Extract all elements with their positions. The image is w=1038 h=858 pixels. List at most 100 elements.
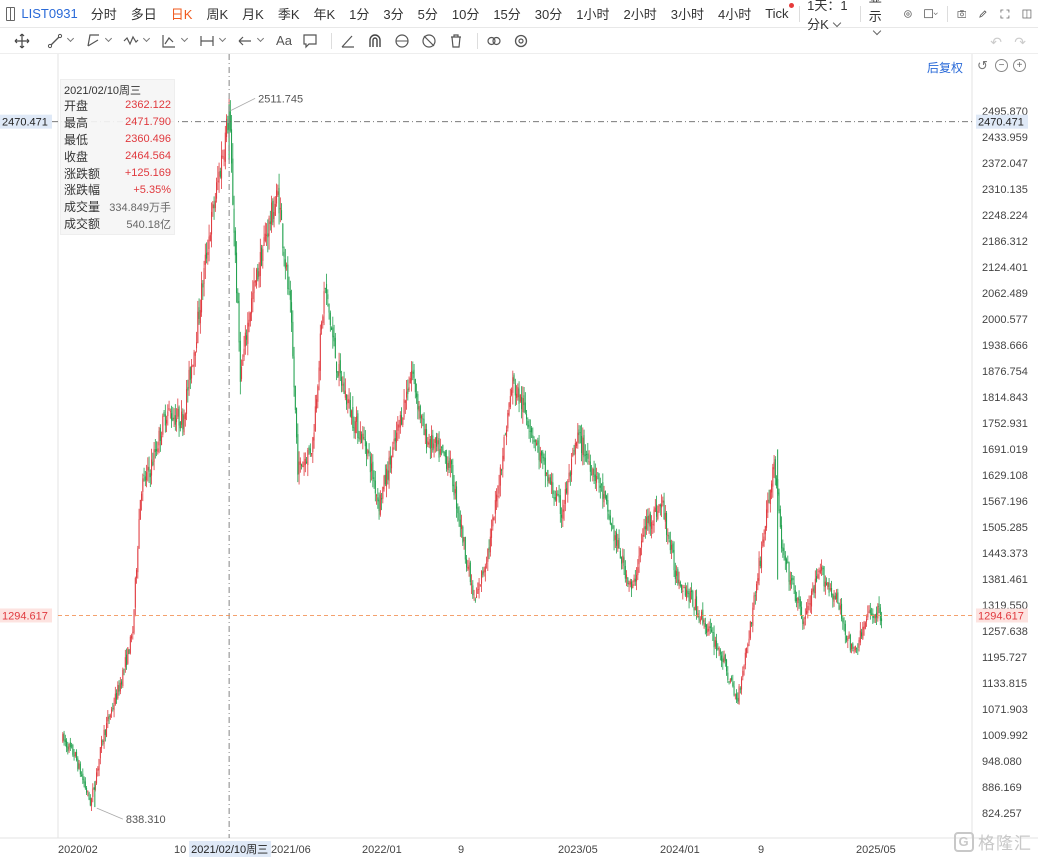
period-tab-4[interactable]: 月K [242, 7, 264, 22]
chevron-down-icon[interactable] [142, 34, 151, 43]
period-tab-15[interactable]: 3小时 [670, 7, 704, 22]
period-tab-6[interactable]: 年K [313, 7, 336, 22]
period-tab-13[interactable]: 1小时 [576, 7, 610, 22]
candle-body [357, 413, 359, 438]
candle-body [743, 665, 745, 669]
period-tab-8[interactable]: 3分 [383, 7, 404, 22]
candle-body [387, 470, 389, 480]
move-icon[interactable] [14, 33, 30, 49]
candle-body [327, 294, 329, 300]
period-tab-12[interactable]: 30分 [534, 7, 563, 22]
candle-body [102, 740, 104, 742]
candle-body [442, 444, 444, 452]
text-icon[interactable]: Aa [276, 33, 292, 48]
candle-body [477, 589, 479, 594]
y-tick-label: 824.257 [982, 808, 1022, 820]
redo-icon[interactable]: ↷ [1014, 34, 1026, 50]
note-icon[interactable] [302, 33, 318, 49]
sidebar-toggle-icon[interactable] [6, 6, 16, 21]
chevron-down-icon[interactable] [218, 34, 227, 43]
eye-icon[interactable] [486, 33, 502, 49]
wave-icon[interactable] [123, 33, 139, 49]
candle-body [461, 524, 463, 529]
settings-icon[interactable] [513, 33, 529, 49]
candle-body [644, 526, 646, 530]
candle-body [447, 462, 449, 471]
ray-icon[interactable] [85, 33, 101, 49]
candle-body [81, 775, 83, 776]
period-tab-9[interactable]: 5分 [417, 7, 438, 22]
candle-body [814, 578, 816, 594]
candle-body [239, 340, 241, 382]
display-menu[interactable]: 显示 [864, 0, 897, 40]
pencil-icon[interactable] [978, 6, 988, 22]
candle-body [567, 480, 569, 495]
candle-body [844, 623, 846, 635]
period-tab-14[interactable]: 2小时 [623, 7, 657, 22]
candle-body [263, 237, 265, 246]
hide-icon[interactable] [421, 33, 437, 49]
period-tab-0[interactable]: 分时 [90, 7, 117, 22]
undo-icon[interactable]: ↶ [990, 34, 1002, 50]
period-tab-10[interactable]: 10分 [451, 7, 480, 22]
period-tab-17[interactable]: Tick [758, 3, 795, 21]
settings-icon[interactable] [903, 6, 913, 22]
angle-icon[interactable] [340, 33, 356, 49]
candle-body [509, 396, 511, 407]
candle-body [386, 468, 388, 487]
candlestick-chart[interactable]: 2495.8702433.9592372.0472310.1352248.224… [0, 54, 1038, 858]
period-tab-16[interactable]: 4小时 [717, 7, 752, 22]
y-tick-label: 1938.666 [982, 340, 1028, 352]
candle-body [107, 717, 109, 722]
candle-body [503, 437, 505, 460]
candle-body [394, 438, 396, 442]
candle-body [251, 298, 253, 314]
delete-icon[interactable] [448, 33, 464, 49]
line-icon[interactable] [47, 33, 63, 49]
fib-icon[interactable] [161, 33, 177, 49]
symbol-label[interactable]: LIST0931 [21, 6, 78, 21]
period-tab-11[interactable]: 15分 [493, 7, 521, 22]
candle-body [337, 371, 339, 378]
color-square-icon[interactable] [924, 6, 938, 22]
lock-icon[interactable] [394, 33, 410, 49]
expand-window-icon[interactable] [1022, 6, 1032, 22]
candle-body [688, 593, 690, 602]
candle-body [342, 384, 344, 386]
range-select[interactable]: 1天：1分K [802, 0, 857, 33]
zoom-in-button[interactable]: + [1013, 59, 1026, 72]
chevron-down-icon[interactable] [180, 34, 189, 43]
y-tick-label: 2310.135 [982, 184, 1028, 196]
arrow-icon[interactable] [237, 33, 253, 49]
period-tab-5[interactable]: 季K [277, 7, 300, 22]
candle-body [174, 415, 176, 425]
magnet-icon[interactable] [367, 33, 383, 49]
candle-body [328, 303, 330, 313]
candle-body [334, 337, 336, 359]
camera-icon[interactable] [957, 6, 967, 22]
measure-icon[interactable] [199, 33, 215, 49]
period-tab-2[interactable]: 日K [170, 7, 193, 22]
fullscreen-icon[interactable] [1000, 6, 1010, 22]
candle-body [573, 449, 575, 452]
candle-body [522, 398, 524, 413]
candle-body [851, 643, 853, 650]
range-select-label: 1天：1分K [807, 0, 848, 32]
reset-icon[interactable]: ↺ [977, 58, 988, 73]
chevron-down-icon[interactable] [104, 34, 113, 43]
zoom-out-button[interactable]: − [995, 59, 1008, 72]
info-value: 2362.122 [125, 99, 171, 112]
candle-body [578, 429, 580, 436]
period-tab-1[interactable]: 多日 [130, 7, 157, 22]
restore-adjust-button[interactable]: 后复权 [927, 61, 964, 75]
candle-body [716, 640, 718, 651]
candle-body [484, 566, 486, 573]
chevron-down-icon[interactable] [66, 34, 75, 43]
candle-body [808, 603, 810, 605]
candle-body [234, 230, 236, 256]
candle-body [756, 583, 758, 593]
period-tab-7[interactable]: 1分 [349, 7, 370, 22]
chevron-down-icon[interactable] [256, 34, 265, 43]
period-tab-3[interactable]: 周K [206, 7, 229, 22]
candle-body [857, 649, 859, 651]
